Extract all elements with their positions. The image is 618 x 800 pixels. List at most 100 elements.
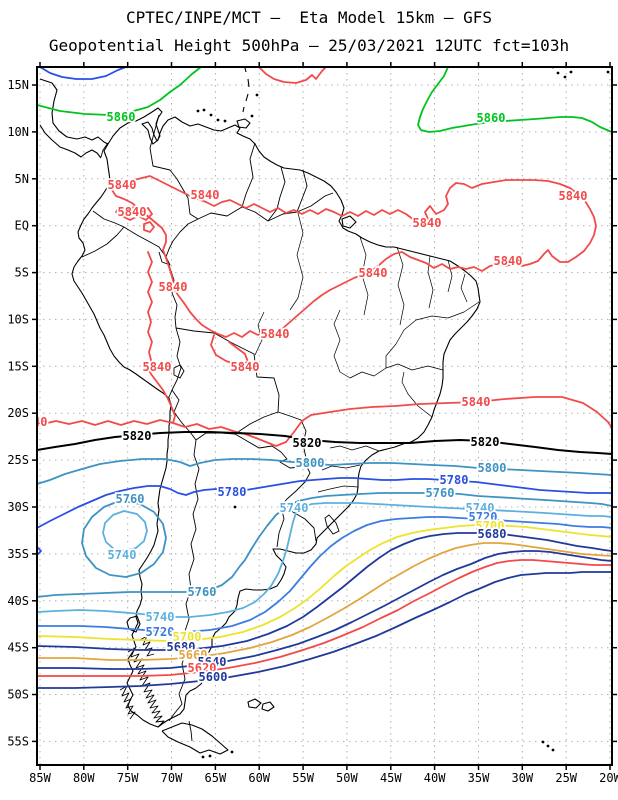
lon-label: 70W xyxy=(161,771,183,785)
axes-layer: 85W 80W 75W 70W 65W 60W 55W 50W 45W 40W 35W 30W 25W 2… xyxy=(7,62,618,785)
island-dot xyxy=(230,750,234,754)
contour-label-5800: 5800 xyxy=(478,461,507,475)
lat-label: 5N xyxy=(15,172,29,186)
lat-label: 30S xyxy=(7,500,29,514)
contour-label-5840: 5840 xyxy=(559,189,588,203)
lat-label: EQ xyxy=(15,219,29,233)
contour-5740 xyxy=(37,502,612,618)
contour-5840 xyxy=(210,334,249,366)
country-border xyxy=(267,166,286,222)
contour-label-5740: 5740 xyxy=(466,501,495,515)
contour-5860 xyxy=(37,67,202,116)
contour-label-5720: 5720 xyxy=(146,625,175,639)
country-border xyxy=(123,226,171,266)
country-border xyxy=(81,226,125,258)
contour-label-5840: 5840 xyxy=(231,360,260,374)
island-arc xyxy=(245,93,249,102)
contour-label-5840: 5840 xyxy=(261,327,290,341)
contour-label-5620: 5620 xyxy=(188,661,217,675)
contour-label-5820: 5820 xyxy=(471,435,500,449)
contour-label-5840: 5840 xyxy=(359,266,388,280)
country-border xyxy=(165,218,199,258)
lat-label: 40S xyxy=(7,594,29,608)
chart-subtitle: Geopotential Height 500hPa — 25/03/2021 … xyxy=(48,36,570,55)
lat-label: 55S xyxy=(7,734,29,748)
coastline xyxy=(39,124,102,159)
island-dot xyxy=(223,119,227,123)
island-dot xyxy=(606,70,610,74)
contour-label-5640: 5640 xyxy=(198,655,227,669)
state-border xyxy=(385,329,405,368)
country-border xyxy=(188,720,193,742)
country-border xyxy=(296,169,308,213)
contour-5840 xyxy=(143,221,155,233)
state-border xyxy=(339,367,387,379)
contour-label-5840: 5840 xyxy=(494,254,523,268)
country-border xyxy=(280,464,311,507)
contour-label-5740: 5740 xyxy=(280,501,309,515)
island xyxy=(126,615,141,633)
contour-label-5820: 5820 xyxy=(293,436,322,450)
contour-label-5760: 5760 xyxy=(188,585,217,599)
contour-label-5840: 5840 xyxy=(118,205,147,219)
lon-label: 40W xyxy=(424,771,446,785)
country-border xyxy=(277,411,307,465)
fjord-coast xyxy=(139,635,155,657)
island-dot xyxy=(208,754,212,758)
contour-label-5840: 5840 xyxy=(19,415,48,429)
contour-5760 xyxy=(37,492,612,598)
island-dot xyxy=(196,109,200,113)
contour-label-5740: 5740 xyxy=(108,548,137,562)
island-dot xyxy=(551,748,555,752)
contour-label-5840: 5840 xyxy=(462,395,491,409)
lon-label: 75W xyxy=(117,771,139,785)
country-border xyxy=(100,142,109,158)
state-border xyxy=(460,273,468,303)
state-border xyxy=(329,445,380,452)
coastline xyxy=(71,107,481,728)
contour-5760 xyxy=(81,500,167,578)
contour-label-5660: 5660 xyxy=(179,648,208,662)
map-frame xyxy=(36,66,613,766)
lon-label: 30W xyxy=(511,771,533,785)
contour-5840 xyxy=(172,396,612,447)
country-border xyxy=(280,505,317,542)
country-border xyxy=(168,439,200,722)
lon-label: 80W xyxy=(73,771,95,785)
contour-5720 xyxy=(37,516,612,633)
country-border xyxy=(171,389,197,441)
contour-label-5780: 5780 xyxy=(440,473,469,487)
contour-5660 xyxy=(37,542,612,661)
country-border xyxy=(234,433,307,469)
contour-label-5860: 5860 xyxy=(477,111,506,125)
island-dot xyxy=(202,108,206,112)
contour-label-5760: 5760 xyxy=(426,486,455,500)
contour-label-5740: 5740 xyxy=(146,610,175,624)
island xyxy=(341,215,357,229)
contour-5780 xyxy=(37,477,612,529)
contour-5700 xyxy=(37,524,612,642)
contour-5620 xyxy=(37,559,612,677)
contour-label-5760: 5760 xyxy=(116,492,145,506)
island-dot xyxy=(233,505,237,509)
lake xyxy=(173,364,185,379)
state-border xyxy=(396,246,405,326)
lat-label: 45S xyxy=(7,641,29,655)
state-border xyxy=(333,309,341,373)
fjord-coast xyxy=(119,685,136,720)
state-border xyxy=(403,301,480,331)
island-dot xyxy=(556,71,560,75)
contour-5740 xyxy=(102,510,148,552)
lat-label: 10N xyxy=(7,125,29,139)
contour-5800 xyxy=(37,458,612,485)
island-dot xyxy=(498,260,502,264)
contour-layer: 5860 5860 5840 5840 5840 5840 5840 5840 5840 5840… xyxy=(19,67,612,689)
lon-label: 25W xyxy=(555,771,577,785)
lake xyxy=(324,514,340,535)
chart-title: CPTEC/INPE/MCT — Eta Model 15km — GFS xyxy=(125,8,493,27)
country-border xyxy=(234,411,279,435)
lon-label: 45W xyxy=(380,771,402,785)
grid-layer xyxy=(37,67,612,765)
island xyxy=(261,701,275,712)
